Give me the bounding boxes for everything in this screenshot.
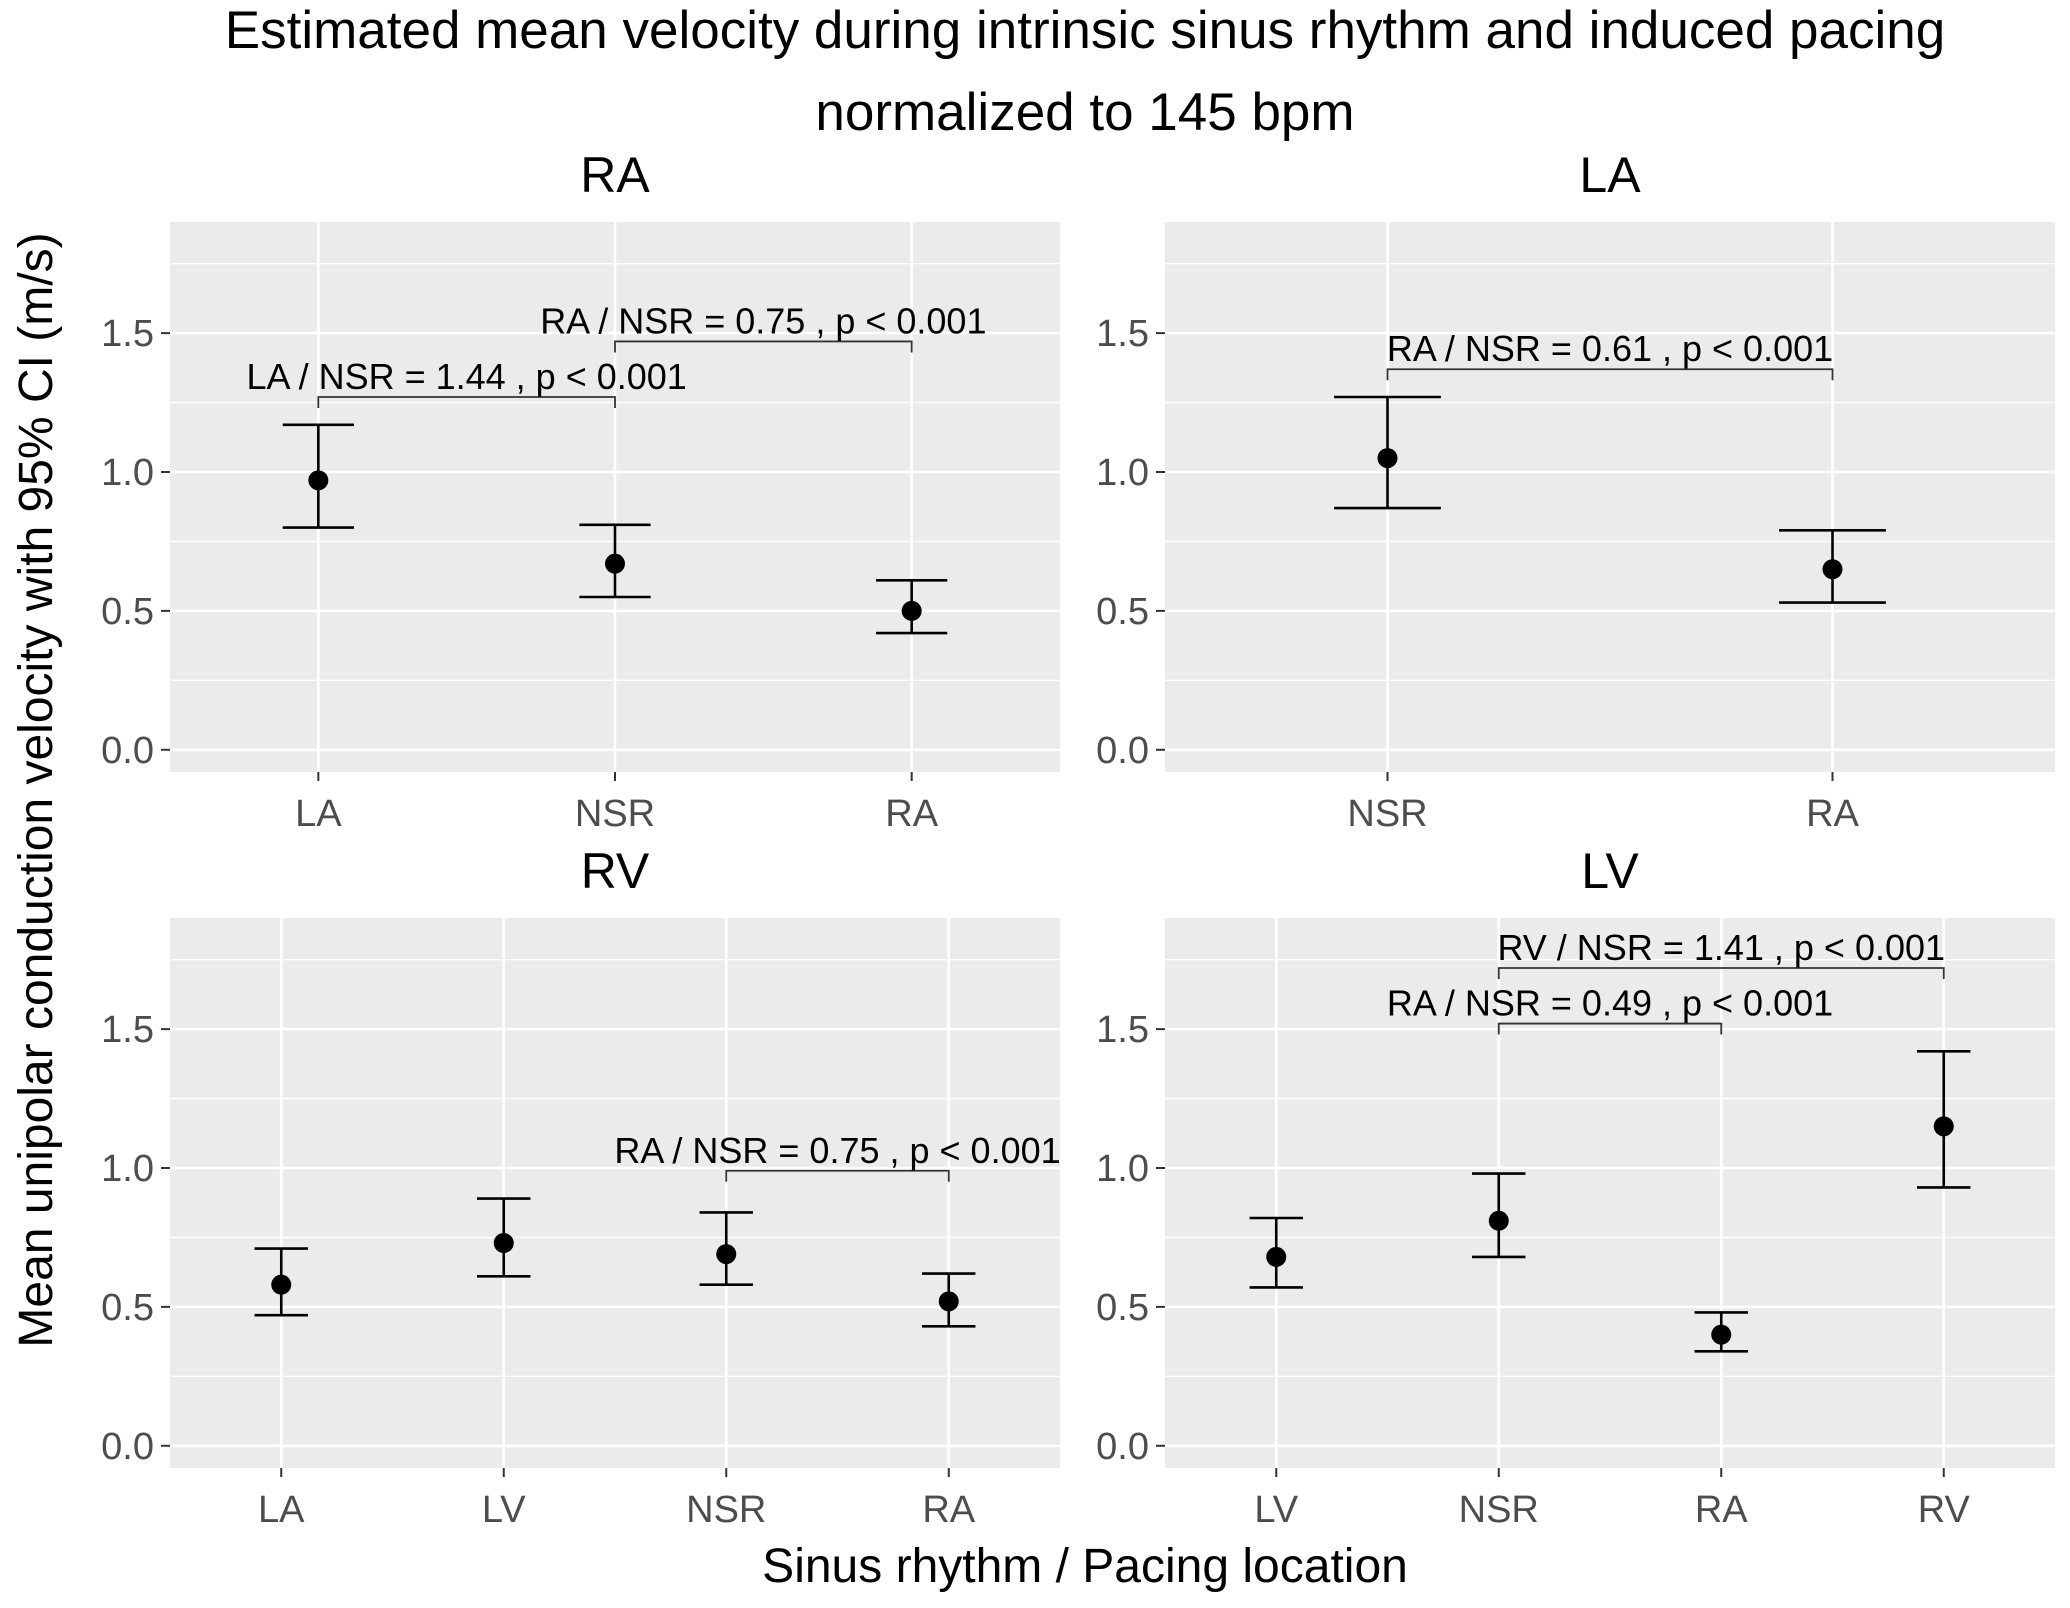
y-tick-label: 0.0 (1096, 1426, 1149, 1468)
mean-point-ra (1822, 559, 1843, 580)
y-tick-label: 0.0 (101, 1426, 154, 1468)
mean-point-lv (1266, 1246, 1287, 1267)
mean-point-la (308, 470, 329, 491)
y-tick-label: 1.0 (1096, 452, 1149, 494)
significance-bracket (1386, 368, 1834, 381)
chart-subtitle: normalized to 145 bpm (815, 83, 1354, 142)
x-tick-label: NSR (575, 793, 655, 835)
significance-bracket (1497, 1022, 1723, 1035)
x-tick-label: NSR (1459, 1489, 1539, 1531)
y-tick-label: 0.5 (1096, 591, 1149, 633)
panel-title-la: LA (1579, 147, 1641, 203)
chart-title: Estimated mean velocity during intrinsic… (225, 1, 1945, 60)
significance-label: RA / NSR = 0.75 , p < 0.001 (540, 300, 986, 341)
x-tick-label: RA (922, 1489, 975, 1531)
panel-lv: LV 0.0 0.5 1.0 1.5 LV NSR RA RV RA / NSR = 0.49 ,… (1096, 843, 2055, 1531)
mean-point-nsr (1377, 448, 1398, 469)
x-tick-label: NSR (1347, 793, 1427, 835)
mean-point-lv (493, 1233, 514, 1253)
y-tick-label: 1.0 (1096, 1148, 1149, 1190)
mean-point-nsr (605, 553, 625, 574)
y-axis-label: Mean unipolar conduction velocity with 9… (10, 232, 63, 1347)
mean-point-la (271, 1274, 292, 1295)
x-tick-label: RA (885, 793, 938, 835)
y-tick-label: 1.5 (1096, 313, 1149, 355)
mean-point-nsr (716, 1244, 737, 1265)
panel-la: LA 0.0 0.5 1.0 1.5 NSR RA RA / NSR = 0.61 , p <… (1096, 147, 2055, 835)
x-tick-label: RA (1695, 1489, 1748, 1531)
significance-bracket (317, 396, 616, 408)
y-tick-label: 1.5 (101, 313, 154, 355)
mean-point-rv (1933, 1116, 1954, 1137)
y-tick-label: 0.5 (101, 591, 154, 633)
y-tick-label: 1.5 (1096, 1009, 1149, 1051)
x-tick-label: LV (482, 1489, 526, 1531)
x-tick-label: LA (258, 1489, 305, 1531)
mean-point-ra (901, 600, 922, 621)
panel-title-rv: RV (581, 843, 650, 899)
x-tick-label: LV (1254, 1489, 1298, 1531)
y-tick-label: 0.5 (1096, 1287, 1149, 1329)
panel-title-lv: LV (1581, 843, 1639, 899)
panel-ra: RA 0.0 0.5 1.0 1.5 LA NSR RA LA / NSR = 1.44 , p… (101, 147, 1060, 835)
y-tick-label: 1.5 (101, 1009, 154, 1051)
y-tick-label: 1.0 (101, 1148, 154, 1190)
panel-title-ra: RA (580, 147, 650, 203)
facet-panels: RA 0.0 0.5 1.0 1.5 LA NSR RA LA / NSR = 1.44 , p… (101, 147, 2055, 1531)
significance-label: RV / NSR = 1.41 , p < 0.001 (1497, 927, 1945, 968)
significance-label: LA / NSR = 1.44 , p < 0.001 (247, 356, 687, 397)
mean-point-nsr (1488, 1210, 1509, 1231)
y-tick-label: 0.0 (101, 730, 154, 772)
y-tick-label: 0.5 (101, 1287, 154, 1329)
significance-bracket (1497, 967, 1945, 979)
mean-point-ra (1711, 1324, 1732, 1345)
panel-rv: RV 0.0 0.5 1.0 1.5 LA LV NSR RA RA / NSR = 0.75 ,… (101, 843, 1060, 1531)
panel-background (170, 918, 1060, 1468)
x-axis-label: Sinus rhythm / Pacing location (762, 1540, 1408, 1593)
significance-label: RA / NSR = 0.61 , p < 0.001 (1387, 328, 1833, 369)
y-tick-label: 0.0 (1096, 730, 1149, 772)
mean-point-ra (938, 1291, 959, 1312)
significance-label: RA / NSR = 0.49 , p < 0.001 (1387, 983, 1833, 1024)
x-tick-label: LA (295, 793, 342, 835)
x-tick-label: NSR (686, 1489, 766, 1531)
panel-background (1165, 222, 2055, 772)
significance-label: RA / NSR = 0.75 , p < 0.001 (614, 1130, 1060, 1171)
significance-bracket (725, 1169, 950, 1182)
significance-bracket (614, 340, 913, 353)
y-tick-label: 1.0 (101, 452, 154, 494)
x-tick-label: RA (1806, 793, 1859, 835)
x-tick-label: RV (1918, 1489, 1971, 1531)
